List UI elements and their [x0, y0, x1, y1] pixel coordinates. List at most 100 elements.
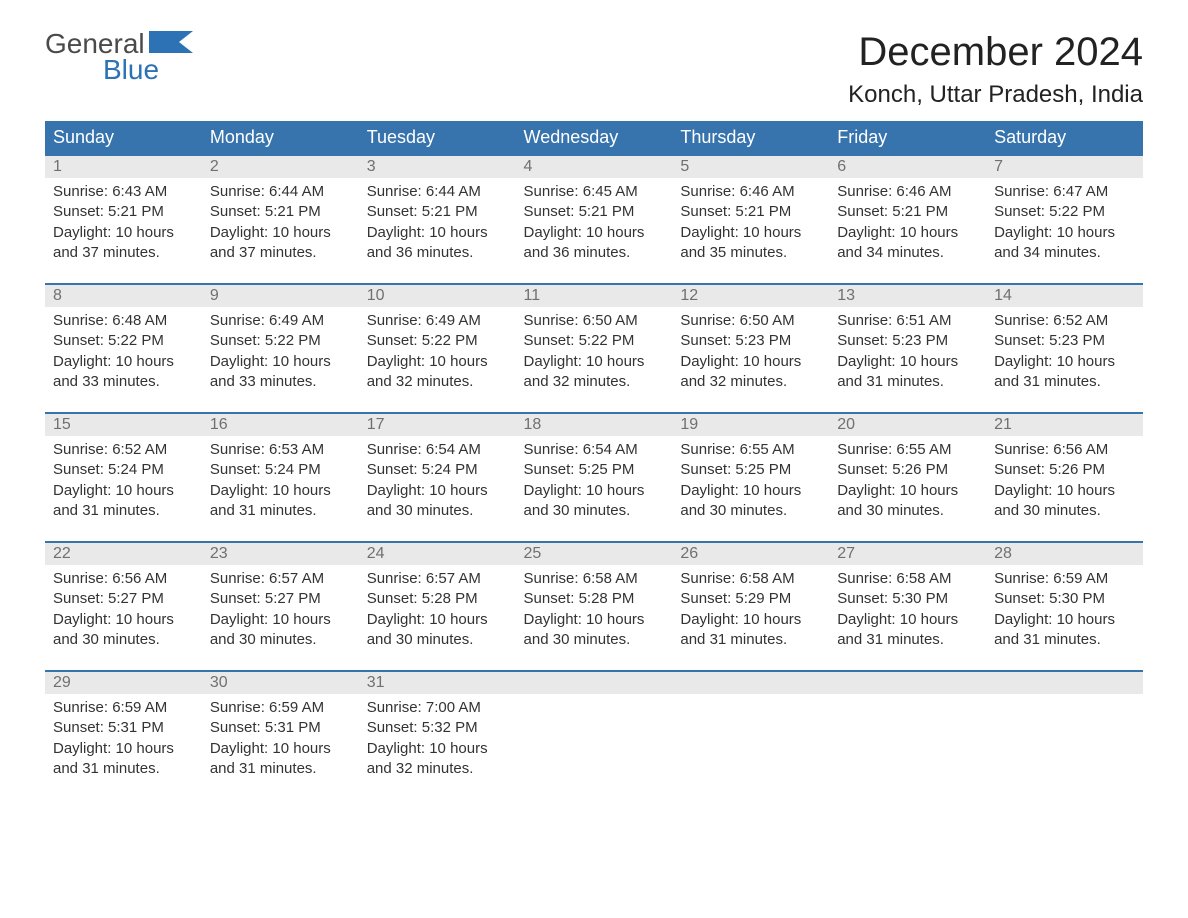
day-cell: 19Sunrise: 6:55 AMSunset: 5:25 PMDayligh…: [672, 413, 829, 542]
day-number: 11: [516, 285, 673, 307]
daylight-line: Daylight: 10 hours and 31 minutes.: [994, 352, 1135, 393]
weekday-header: Friday: [829, 121, 986, 155]
daylight-line: Daylight: 10 hours and 32 minutes.: [367, 739, 508, 780]
daylight-line: Daylight: 10 hours and 31 minutes.: [680, 610, 821, 651]
day-body: Sunrise: 6:59 AMSunset: 5:31 PMDaylight:…: [45, 694, 202, 799]
daylight-line: Daylight: 10 hours and 33 minutes.: [53, 352, 194, 393]
daylight-line: Daylight: 10 hours and 35 minutes.: [680, 223, 821, 264]
sunrise-line: Sunrise: 6:52 AM: [994, 311, 1135, 331]
sunset-line: Sunset: 5:23 PM: [994, 331, 1135, 351]
day-number: 19: [672, 414, 829, 436]
day-number-empty: [516, 672, 673, 694]
logo-word2: Blue: [103, 56, 193, 84]
sunrise-line: Sunrise: 6:53 AM: [210, 440, 351, 460]
day-body: Sunrise: 6:57 AMSunset: 5:27 PMDaylight:…: [202, 565, 359, 670]
day-number: 5: [672, 156, 829, 178]
sunrise-line: Sunrise: 6:46 AM: [837, 182, 978, 202]
day-cell: 1Sunrise: 6:43 AMSunset: 5:21 PMDaylight…: [45, 155, 202, 284]
daylight-line: Daylight: 10 hours and 32 minutes.: [524, 352, 665, 393]
location: Konch, Uttar Pradesh, India: [848, 81, 1143, 109]
day-cell: 25Sunrise: 6:58 AMSunset: 5:28 PMDayligh…: [516, 542, 673, 671]
sunrise-line: Sunrise: 6:49 AM: [210, 311, 351, 331]
day-cell: 12Sunrise: 6:50 AMSunset: 5:23 PMDayligh…: [672, 284, 829, 413]
day-cell: 8Sunrise: 6:48 AMSunset: 5:22 PMDaylight…: [45, 284, 202, 413]
sunset-line: Sunset: 5:31 PM: [53, 718, 194, 738]
weekday-header: Tuesday: [359, 121, 516, 155]
sunrise-line: Sunrise: 6:46 AM: [680, 182, 821, 202]
sunrise-line: Sunrise: 6:56 AM: [994, 440, 1135, 460]
sunrise-line: Sunrise: 6:57 AM: [210, 569, 351, 589]
daylight-line: Daylight: 10 hours and 30 minutes.: [524, 481, 665, 522]
sunset-line: Sunset: 5:21 PM: [680, 202, 821, 222]
sunrise-line: Sunrise: 6:55 AM: [837, 440, 978, 460]
day-cell: 9Sunrise: 6:49 AMSunset: 5:22 PMDaylight…: [202, 284, 359, 413]
sunset-line: Sunset: 5:24 PM: [367, 460, 508, 480]
day-body: Sunrise: 6:52 AMSunset: 5:23 PMDaylight:…: [986, 307, 1143, 412]
sunrise-line: Sunrise: 6:45 AM: [524, 182, 665, 202]
week-row: 15Sunrise: 6:52 AMSunset: 5:24 PMDayligh…: [45, 413, 1143, 542]
day-body: Sunrise: 6:58 AMSunset: 5:28 PMDaylight:…: [516, 565, 673, 670]
sunrise-line: Sunrise: 6:44 AM: [210, 182, 351, 202]
calendar-body: 1Sunrise: 6:43 AMSunset: 5:21 PMDaylight…: [45, 155, 1143, 799]
day-number: 21: [986, 414, 1143, 436]
sunset-line: Sunset: 5:22 PM: [994, 202, 1135, 222]
sunset-line: Sunset: 5:29 PM: [680, 589, 821, 609]
daylight-line: Daylight: 10 hours and 31 minutes.: [994, 610, 1135, 651]
day-body: Sunrise: 6:59 AMSunset: 5:30 PMDaylight:…: [986, 565, 1143, 670]
daylight-line: Daylight: 10 hours and 30 minutes.: [210, 610, 351, 651]
day-cell: 7Sunrise: 6:47 AMSunset: 5:22 PMDaylight…: [986, 155, 1143, 284]
weekday-header: Sunday: [45, 121, 202, 155]
sunset-line: Sunset: 5:30 PM: [994, 589, 1135, 609]
daylight-line: Daylight: 10 hours and 31 minutes.: [210, 739, 351, 780]
day-number: 27: [829, 543, 986, 565]
day-number: 16: [202, 414, 359, 436]
day-body: Sunrise: 6:56 AMSunset: 5:27 PMDaylight:…: [45, 565, 202, 670]
sunrise-line: Sunrise: 6:48 AM: [53, 311, 194, 331]
sunset-line: Sunset: 5:28 PM: [524, 589, 665, 609]
sunset-line: Sunset: 5:26 PM: [837, 460, 978, 480]
day-number: 3: [359, 156, 516, 178]
day-number: 24: [359, 543, 516, 565]
week-row: 8Sunrise: 6:48 AMSunset: 5:22 PMDaylight…: [45, 284, 1143, 413]
day-cell: 28Sunrise: 6:59 AMSunset: 5:30 PMDayligh…: [986, 542, 1143, 671]
sunset-line: Sunset: 5:25 PM: [680, 460, 821, 480]
month-title: December 2024: [848, 30, 1143, 75]
day-number: 20: [829, 414, 986, 436]
daylight-line: Daylight: 10 hours and 31 minutes.: [53, 481, 194, 522]
sunset-line: Sunset: 5:21 PM: [53, 202, 194, 222]
sunset-line: Sunset: 5:27 PM: [210, 589, 351, 609]
day-number: 15: [45, 414, 202, 436]
weekday-header: Wednesday: [516, 121, 673, 155]
week-row: 1Sunrise: 6:43 AMSunset: 5:21 PMDaylight…: [45, 155, 1143, 284]
day-cell: [829, 671, 986, 799]
sunrise-line: Sunrise: 6:59 AM: [994, 569, 1135, 589]
daylight-line: Daylight: 10 hours and 30 minutes.: [524, 610, 665, 651]
day-body: Sunrise: 6:55 AMSunset: 5:26 PMDaylight:…: [829, 436, 986, 541]
day-number: 14: [986, 285, 1143, 307]
daylight-line: Daylight: 10 hours and 30 minutes.: [837, 481, 978, 522]
day-body: Sunrise: 6:45 AMSunset: 5:21 PMDaylight:…: [516, 178, 673, 283]
sunset-line: Sunset: 5:21 PM: [367, 202, 508, 222]
day-number: 7: [986, 156, 1143, 178]
sunset-line: Sunset: 5:23 PM: [680, 331, 821, 351]
day-body: Sunrise: 6:54 AMSunset: 5:25 PMDaylight:…: [516, 436, 673, 541]
daylight-line: Daylight: 10 hours and 32 minutes.: [367, 352, 508, 393]
day-cell: 6Sunrise: 6:46 AMSunset: 5:21 PMDaylight…: [829, 155, 986, 284]
day-cell: 13Sunrise: 6:51 AMSunset: 5:23 PMDayligh…: [829, 284, 986, 413]
day-cell: 24Sunrise: 6:57 AMSunset: 5:28 PMDayligh…: [359, 542, 516, 671]
sunrise-line: Sunrise: 6:47 AM: [994, 182, 1135, 202]
day-body: Sunrise: 6:46 AMSunset: 5:21 PMDaylight:…: [829, 178, 986, 283]
weekday-header-row: Sunday Monday Tuesday Wednesday Thursday…: [45, 121, 1143, 155]
sunrise-line: Sunrise: 6:50 AM: [524, 311, 665, 331]
sunset-line: Sunset: 5:21 PM: [524, 202, 665, 222]
weekday-header: Saturday: [986, 121, 1143, 155]
sunrise-line: Sunrise: 6:58 AM: [680, 569, 821, 589]
day-body: Sunrise: 6:55 AMSunset: 5:25 PMDaylight:…: [672, 436, 829, 541]
sunset-line: Sunset: 5:24 PM: [210, 460, 351, 480]
day-cell: 17Sunrise: 6:54 AMSunset: 5:24 PMDayligh…: [359, 413, 516, 542]
sunset-line: Sunset: 5:21 PM: [837, 202, 978, 222]
day-number: 26: [672, 543, 829, 565]
day-number: 2: [202, 156, 359, 178]
day-number: 28: [986, 543, 1143, 565]
day-cell: 31Sunrise: 7:00 AMSunset: 5:32 PMDayligh…: [359, 671, 516, 799]
